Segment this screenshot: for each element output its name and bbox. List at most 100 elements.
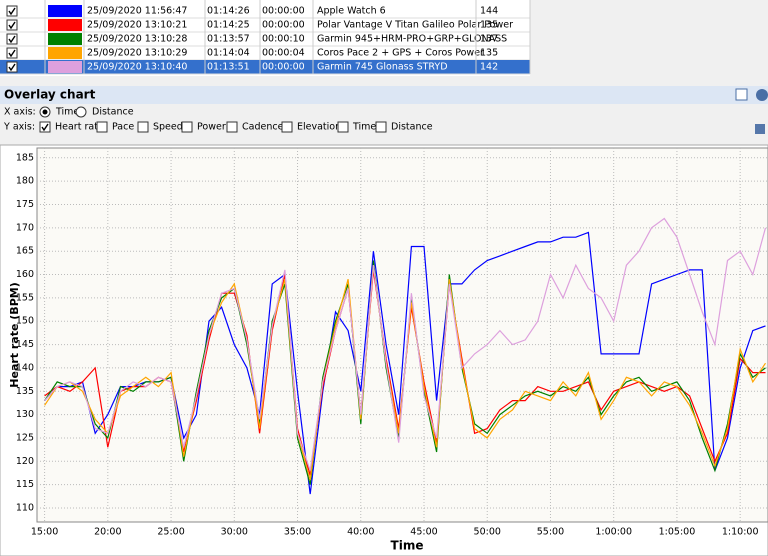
cell-value: 137	[480, 34, 498, 45]
table-row[interactable]: 25/09/2020 11:56:47 01:14:26 00:00:00 Apple…	[0, 5, 530, 19]
x-axis-title: Time	[391, 539, 424, 553]
cell-duration: 01:13:51	[207, 62, 250, 73]
layout-button[interactable]	[735, 88, 748, 101]
y-tick-label: 130	[16, 409, 34, 420]
color-swatch	[48, 19, 82, 31]
checkbox[interactable]	[181, 121, 193, 133]
cell-offset: 00:00:10	[262, 34, 305, 45]
x-tick-label: 20:00	[94, 527, 121, 538]
x-tick-label: 35:00	[284, 527, 311, 538]
hr-line	[44, 217, 767, 471]
checkbox[interactable]	[6, 47, 18, 59]
y-tick-label: 120	[16, 456, 34, 467]
x-tick-label: 15:00	[31, 527, 58, 538]
checkbox[interactable]	[96, 121, 108, 133]
checkbox[interactable]	[39, 121, 51, 133]
panel-title: Overlay chart	[4, 88, 96, 102]
y-option: Elevation	[297, 122, 341, 133]
radio[interactable]	[75, 106, 87, 118]
color-swatch	[48, 61, 82, 73]
y-option: Heart rate	[55, 122, 104, 133]
cell-name: Garmin 745 Glonass STRYD	[317, 62, 448, 73]
y-tick-label: 175	[16, 199, 34, 210]
y-tick-label: 150	[16, 316, 34, 327]
y-tick-label: 145	[16, 339, 34, 350]
x-tick-label: 40:00	[347, 527, 374, 538]
cell-datetime: 25/09/2020 11:56:47	[87, 6, 187, 17]
table-row[interactable]: 25/09/2020 13:10:40 01:13:51 00:00:00 Garmi…	[0, 60, 530, 75]
checkbox[interactable]	[281, 121, 293, 133]
y-tick-label: 135	[16, 386, 34, 397]
menu-button[interactable]	[756, 89, 768, 101]
cell-duration: 01:14:26	[207, 6, 250, 17]
color-swatch	[48, 47, 82, 59]
checkbox[interactable]	[337, 121, 349, 133]
checkmark	[8, 49, 16, 58]
x-tick-label: 30:00	[221, 527, 248, 538]
cell-value: 135	[480, 48, 498, 59]
cell-value: 135	[480, 20, 498, 31]
checkmark	[8, 21, 16, 30]
cell-datetime: 25/09/2020 13:10:29	[87, 48, 187, 59]
cell-datetime: 25/09/2020 13:10:28	[87, 34, 187, 45]
y-tick-label: 165	[16, 246, 34, 257]
x-tick-label: 1:05:00	[659, 527, 696, 538]
checkbox[interactable]	[6, 61, 18, 73]
table-row[interactable]: 25/09/2020 13:10:28 01:13:57 00:00:10 Garmi…	[0, 33, 530, 47]
cell-name: Coros Pace 2 + GPS + Coros Power	[317, 48, 484, 59]
plot-area	[36, 147, 768, 523]
x-tick-label: 1:00:00	[595, 527, 632, 538]
panel-header	[0, 86, 768, 104]
cell-value: 142	[480, 62, 498, 73]
y-tick-label: 140	[16, 362, 34, 373]
cell-duration: 01:14:25	[207, 20, 250, 31]
checkbox[interactable]	[375, 121, 387, 133]
y-tick-label: 125	[16, 432, 34, 443]
checkbox[interactable]	[6, 33, 18, 45]
y-axis-title: Heart rate (BPM)	[8, 282, 21, 387]
checkmark	[41, 123, 49, 132]
cell-value: 144	[480, 6, 498, 17]
cell-datetime: 25/09/2020 13:10:21	[87, 20, 187, 31]
checkbox[interactable]	[137, 121, 149, 133]
row-highlight	[0, 60, 530, 74]
cell-name: Garmin 945+HRM-PRO+GRP+GLONASS	[317, 34, 507, 45]
checkmark	[8, 35, 16, 44]
x-tick-label: 1:10:00	[722, 527, 759, 538]
checkbox[interactable]	[6, 19, 18, 31]
y-option: Pace	[112, 122, 134, 133]
checkbox[interactable]	[6, 5, 18, 17]
cell-datetime: 25/09/2020 13:10:40	[87, 62, 187, 73]
cell-name: Polar Vantage V Titan Galileo Polar Powe…	[317, 20, 513, 31]
y-tick-label: 170	[16, 222, 34, 233]
y-option: Distance	[391, 122, 433, 133]
radio-dot	[42, 109, 48, 115]
x-tick-label: 45:00	[410, 527, 437, 538]
y-option: Time	[352, 122, 376, 133]
y-tick-label: 115	[16, 479, 34, 490]
plot-lines	[44, 217, 767, 495]
color-swatch	[48, 33, 82, 45]
x-axis-label: X axis:	[4, 107, 36, 118]
cell-duration: 01:13:57	[207, 34, 250, 45]
x-option: Distance	[92, 107, 134, 118]
y-tick-label: 155	[16, 292, 34, 303]
checkmark	[8, 63, 16, 72]
table-row[interactable]: 25/09/2020 13:10:21 01:14:25 00:00:00 Polar…	[0, 19, 530, 33]
x-tick-label: 25:00	[157, 527, 184, 538]
save-button[interactable]	[755, 124, 765, 134]
color-swatch	[48, 5, 82, 17]
checkbox[interactable]	[226, 121, 238, 133]
cell-offset: 00:00:00	[262, 20, 305, 31]
cell-name: Apple Watch 6	[317, 6, 386, 17]
cell-offset: 00:00:00	[262, 62, 305, 73]
y-tick-label: 180	[16, 176, 34, 187]
y-tick-label: 160	[16, 269, 34, 280]
cell-offset: 00:00:00	[262, 6, 305, 17]
table-row[interactable]: 25/09/2020 13:10:29 01:14:04 00:00:04 Coros…	[0, 47, 530, 61]
y-axis-label: Y axis:	[3, 122, 35, 133]
y-option: Speed	[153, 122, 183, 133]
y-tick-label: 185	[16, 152, 34, 163]
cell-offset: 00:00:04	[262, 48, 305, 59]
